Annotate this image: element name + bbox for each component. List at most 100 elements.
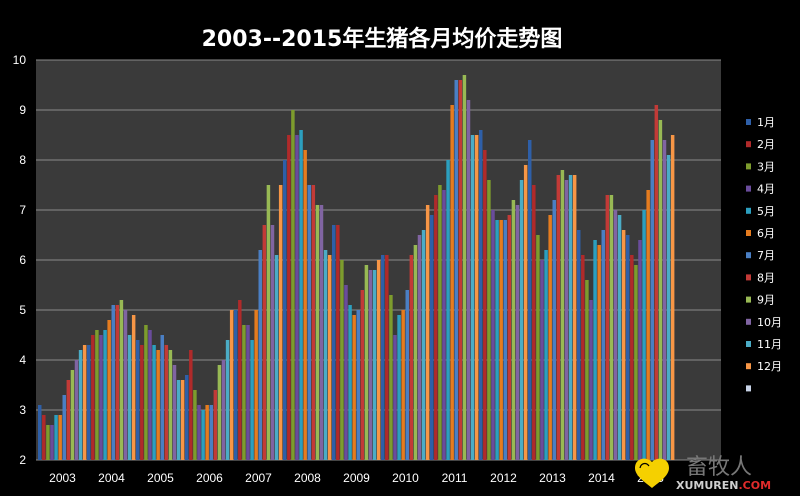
bar [95, 330, 99, 460]
watermark-cn-text: 畜牧人 [686, 455, 752, 480]
bar [46, 425, 50, 460]
bar [58, 415, 62, 460]
bar [413, 245, 418, 460]
bar [670, 135, 675, 460]
bar [201, 410, 205, 460]
bar [348, 305, 352, 460]
legend-label: 8月 [757, 271, 775, 284]
bar [156, 350, 160, 460]
bar [515, 205, 520, 460]
x-tick-label: 2004 [98, 471, 125, 485]
bar [577, 230, 581, 460]
y-tick-label: 2 [19, 453, 26, 467]
bar [38, 405, 42, 460]
bar [495, 220, 499, 460]
bar [617, 215, 622, 460]
legend-swatch [746, 185, 751, 192]
bar [658, 120, 663, 460]
y-tick-label: 9 [19, 103, 26, 117]
legend-swatch [746, 119, 751, 125]
bar [315, 205, 320, 460]
y-tick-label: 4 [19, 353, 26, 367]
bar [189, 350, 193, 460]
bar [274, 255, 279, 460]
bar [548, 215, 552, 460]
bar [564, 180, 569, 460]
bar [344, 285, 348, 460]
bar [152, 345, 156, 460]
bar [597, 245, 601, 460]
bar [283, 160, 287, 460]
bar [621, 230, 626, 460]
bar [299, 130, 303, 460]
bar [87, 345, 91, 460]
x-tick-label: 2007 [245, 471, 272, 485]
bar [466, 100, 471, 460]
bar [540, 260, 544, 460]
legend-label: 3月 [757, 160, 775, 173]
bar [409, 255, 414, 460]
bar [638, 240, 642, 460]
bar [115, 305, 120, 460]
x-tick-label: 2003 [49, 471, 76, 485]
bar [450, 105, 454, 460]
legend: 1月 2月 3月 4月 5月 6月 7月 8月 9月 10月 11月 12月 [746, 116, 782, 392]
bar [99, 335, 103, 460]
legend-swatch [746, 141, 751, 148]
bar [474, 135, 479, 460]
bar [50, 425, 54, 460]
bar [209, 405, 213, 460]
bar [507, 215, 512, 460]
chart-title: 2003--2015年生猪各月均价走势图 [202, 26, 563, 52]
bar [401, 310, 405, 460]
bar [430, 215, 434, 460]
bar [70, 370, 75, 460]
bar [91, 335, 95, 460]
bar [107, 320, 111, 460]
bar [589, 300, 593, 460]
bar [103, 330, 107, 460]
x-tick-label: 2011 [442, 471, 468, 485]
bar [368, 270, 373, 460]
bar [336, 225, 340, 460]
bar [479, 130, 483, 460]
bar [217, 365, 222, 460]
legend-swatch [746, 163, 751, 170]
bar [666, 155, 671, 460]
bar [54, 415, 58, 460]
bar [266, 185, 271, 460]
bar [662, 140, 667, 460]
bar [499, 220, 503, 460]
y-tick-label: 6 [19, 253, 26, 267]
legend-label: 12月 [757, 360, 782, 373]
bar [258, 250, 262, 460]
bar [229, 310, 234, 460]
bar [144, 325, 148, 460]
bar [364, 265, 369, 460]
bar [434, 195, 438, 460]
heart-icon [635, 458, 669, 488]
bar [385, 255, 389, 460]
legend-swatch [746, 207, 751, 214]
bar [62, 395, 66, 460]
bar [78, 350, 83, 460]
bar [470, 135, 475, 460]
bar [172, 365, 177, 460]
heart-outline-icon [639, 462, 650, 469]
y-tick-label: 3 [19, 403, 26, 417]
bar [42, 415, 46, 460]
bar [180, 380, 185, 460]
bar [613, 210, 618, 460]
bar [254, 310, 258, 460]
legend-label: 7月 [757, 249, 775, 262]
bar [405, 290, 409, 460]
bar [234, 310, 238, 460]
bar [532, 185, 536, 460]
bar [372, 270, 377, 460]
legend-swatch [746, 252, 751, 259]
bar [585, 280, 589, 460]
bar [242, 325, 246, 460]
bar [519, 180, 524, 460]
x-tick-label: 2014 [588, 471, 615, 485]
